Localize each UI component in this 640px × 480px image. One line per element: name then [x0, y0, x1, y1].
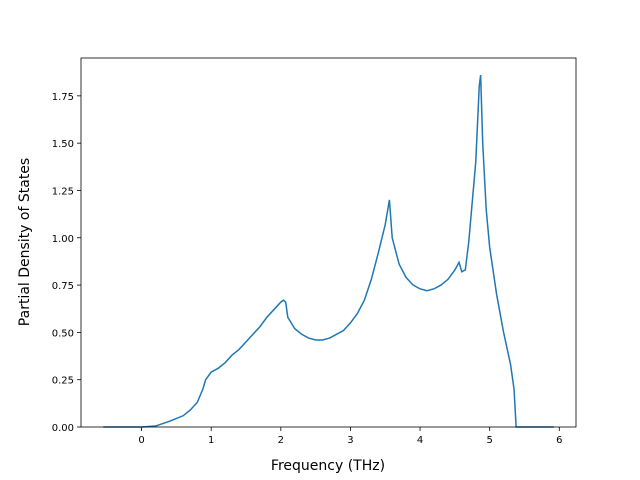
y-tick-label: 1.50: [52, 139, 74, 150]
y-tick-label: 1.00: [52, 234, 74, 245]
y-tick-label: 0.75: [52, 281, 74, 292]
x-tick-label: 5: [486, 435, 492, 446]
y-tick-label: 1.75: [52, 92, 74, 103]
y-tick-label: 0.00: [52, 423, 74, 434]
y-tick-label: 0.25: [52, 376, 74, 387]
y-axis-label: Partial Density of States: [17, 158, 33, 326]
x-tick-label: 1: [208, 435, 214, 446]
plot-frame: [80, 57, 577, 428]
x-tick-label: 6: [556, 435, 562, 446]
x-tick-label: 2: [278, 435, 284, 446]
line-series: [103, 74, 554, 428]
x-axis-label: Frequency (THz): [271, 458, 385, 474]
y-tick-label: 1.25: [52, 186, 74, 197]
x-tick-label: 0: [138, 435, 144, 446]
x-tick-label: 4: [417, 435, 423, 446]
x-tick-label: 3: [347, 435, 353, 446]
y-tick-label: 0.50: [52, 328, 74, 339]
